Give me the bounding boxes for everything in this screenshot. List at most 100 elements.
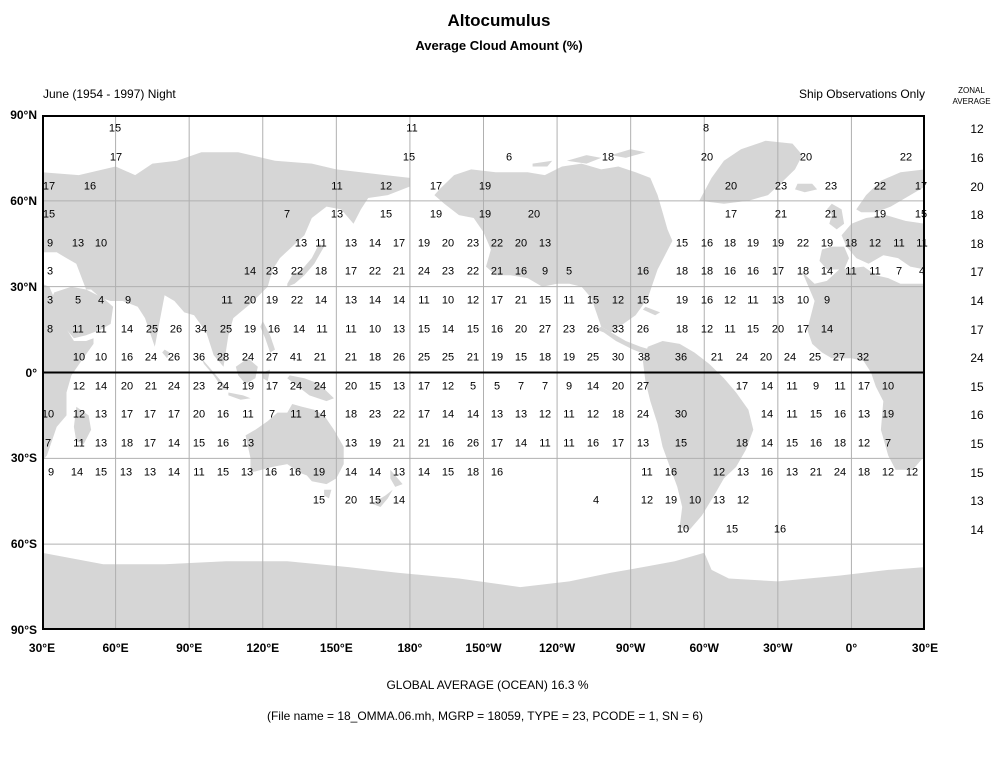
grid-value-55N: 15 [914, 208, 928, 221]
y-axis-label: 30°S [10, 451, 37, 466]
grid-value-5N: 10 [72, 351, 86, 364]
zonal-average-value-15S: 16 [970, 408, 984, 423]
landmass [51, 286, 114, 339]
grid-value-35S: 11 [193, 466, 205, 479]
grid-value-35N: 24 [417, 265, 431, 278]
landmass [324, 489, 332, 499]
grid-value-5S: 24 [289, 380, 303, 393]
zonal-header-line2: AVERAGE [952, 97, 991, 106]
grid-value-45S: 19 [664, 494, 678, 507]
grid-value-35S: 14 [417, 466, 431, 479]
grid-value-5N: 18 [368, 351, 382, 364]
landmass [245, 404, 344, 485]
grid-value-15S: 14 [313, 408, 327, 421]
grid-value-85N: 11 [406, 122, 418, 135]
grid-value-15N: 13 [392, 323, 406, 336]
grid-value-5S: 17 [857, 380, 871, 393]
landmass [802, 266, 925, 470]
grid-value-5N: 25 [417, 351, 431, 364]
grid-value-35N: 23 [441, 265, 455, 278]
grid-value-5N: 15 [514, 351, 528, 364]
grid-value-25N: 21 [514, 294, 528, 307]
grid-value-55S: 15 [725, 523, 739, 536]
grid-value-55N: 15 [379, 208, 393, 221]
grid-value-15N: 26 [169, 323, 183, 336]
grid-value-15N: 25 [145, 323, 159, 336]
grid-value-25S: 17 [611, 437, 625, 450]
grid-value-25N: 11 [418, 294, 430, 307]
grid-value-45S: 14 [392, 494, 406, 507]
grid-value-25S: 11 [73, 437, 85, 450]
landmass [611, 149, 646, 158]
grid-value-5N: 24 [144, 351, 158, 364]
grid-value-65N: 20 [724, 180, 738, 193]
grid-value-45N: 18 [723, 237, 737, 250]
grid-value-35N: 14 [243, 265, 257, 278]
grid-value-25S: 18 [735, 437, 749, 450]
grid-value-15S: 12 [72, 408, 86, 421]
x-axis-label: 60°E [102, 641, 129, 655]
zonal-average-value-55N: 18 [970, 208, 984, 223]
grid-value-5S: 14 [586, 380, 600, 393]
grid-value-35N: 16 [746, 265, 760, 278]
grid-value-25S: 16 [216, 437, 230, 450]
grid-value-15N: 25 [219, 323, 233, 336]
grid-value-5S: 9 [565, 380, 573, 393]
grid-value-15N: 12 [700, 323, 714, 336]
grid-value-5S: 10 [881, 380, 895, 393]
grid-value-5S: 20 [344, 380, 358, 393]
landmass [287, 375, 334, 402]
grid-value-15S: 13 [857, 408, 871, 421]
grid-value-35S: 24 [833, 466, 847, 479]
grid-value-25S: 13 [344, 437, 358, 450]
grid-value-15S: 10 [41, 408, 55, 421]
grid-value-35S: 14 [70, 466, 84, 479]
grid-value-45N: 11 [315, 237, 327, 250]
grid-value-55N: 19 [478, 208, 492, 221]
grid-value-15N: 34 [194, 323, 208, 336]
landmass [434, 163, 673, 333]
grid-value-15S: 13 [94, 408, 108, 421]
zonal-average-value-25N: 14 [970, 293, 984, 308]
grid-value-45N: 20 [514, 237, 528, 250]
grid-value-5S: 17 [735, 380, 749, 393]
grid-value-35N: 7 [895, 265, 903, 278]
grid-value-25S: 14 [514, 437, 528, 450]
grid-value-25N: 13 [771, 294, 785, 307]
grid-value-65N: 17 [914, 180, 928, 193]
grid-value-15S: 15 [809, 408, 823, 421]
grid-value-15S: 22 [392, 408, 406, 421]
grid-value-55N: 19 [429, 208, 443, 221]
y-axis-label: 90°S [10, 623, 37, 637]
grid-value-25N: 20 [243, 294, 257, 307]
landmass [201, 358, 229, 390]
grid-value-45N: 11 [916, 237, 928, 250]
grid-value-35N: 11 [869, 265, 881, 278]
grid-value-15S: 19 [881, 408, 895, 421]
grid-value-75N: 20 [799, 151, 813, 164]
grid-value-5N: 10 [94, 351, 108, 364]
grid-value-35N: 5 [565, 265, 573, 278]
grid-value-35S: 21 [809, 466, 823, 479]
grid-value-35N: 16 [514, 265, 528, 278]
grid-value-15N: 11 [345, 323, 357, 336]
grid-value-25S: 17 [143, 437, 157, 450]
grid-value-5S: 15 [368, 380, 382, 393]
grid-value-5S: 11 [786, 380, 798, 393]
grid-value-25N: 11 [747, 294, 759, 307]
grid-value-15N: 10 [368, 323, 382, 336]
grid-value-25N: 12 [466, 294, 480, 307]
grid-value-15N: 14 [441, 323, 455, 336]
grid-value-5N: 41 [289, 351, 303, 364]
grid-value-15S: 7 [268, 408, 276, 421]
grid-value-35N: 22 [466, 265, 480, 278]
landmass [73, 406, 92, 444]
grid-value-5S: 20 [611, 380, 625, 393]
landmass [42, 152, 410, 367]
grid-value-15S: 17 [167, 408, 181, 421]
grid-value-5N: 21 [466, 351, 480, 364]
grid-value-15S: 17 [417, 408, 431, 421]
grid-value-25N: 16 [700, 294, 714, 307]
grid-value-15N: 15 [746, 323, 760, 336]
landmass [642, 341, 754, 530]
